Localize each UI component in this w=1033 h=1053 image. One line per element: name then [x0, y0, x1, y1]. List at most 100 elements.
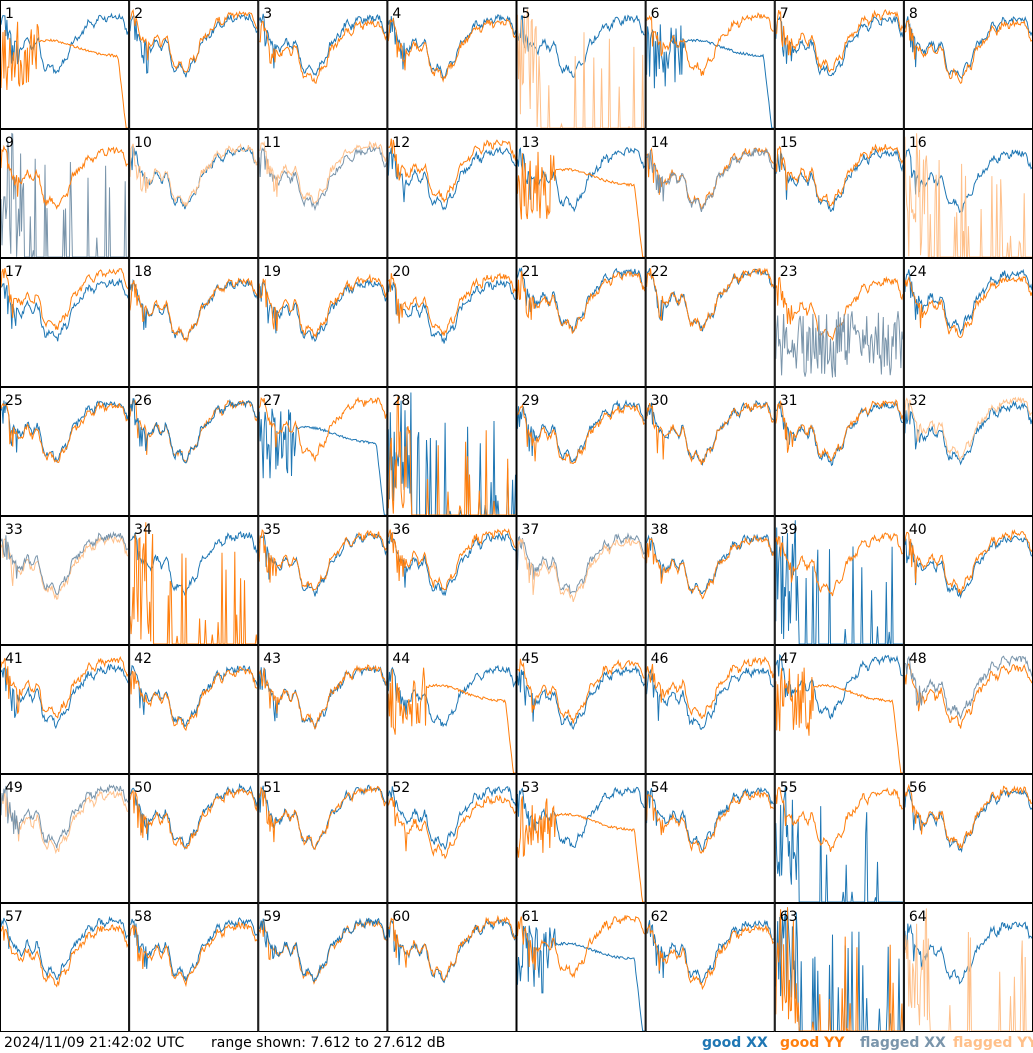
panel-64-label: 64 — [909, 909, 927, 925]
panel-52-label: 52 — [392, 780, 410, 796]
panel-48-label: 48 — [909, 651, 927, 667]
panel-55-xx-line — [775, 785, 903, 902]
panel-42-yy-line — [130, 666, 258, 732]
panel-61-yy-line — [517, 915, 645, 979]
panel-36-label: 36 — [392, 522, 410, 538]
panel-13: 13 — [516, 129, 646, 258]
panel-18-yy-line — [130, 277, 258, 343]
panel-23: 23 — [774, 258, 904, 387]
panel-36-xx-line — [388, 531, 516, 596]
panel-59-frame — [258, 903, 388, 1032]
panel-7-yy-line — [775, 9, 903, 73]
panel-37-label: 37 — [522, 522, 540, 538]
panel-32: 32 — [903, 387, 1033, 516]
panel-17-xx-line — [1, 277, 129, 342]
panel-27-yy-line — [259, 396, 387, 463]
panel-25-label: 25 — [5, 393, 23, 409]
panel-2: 2 — [129, 0, 259, 129]
panel-53-frame — [516, 774, 646, 903]
panel-29-xx-line — [517, 399, 645, 463]
panel-25: 25 — [0, 387, 130, 516]
panel-2-xx-line — [130, 13, 258, 78]
panel-3-frame — [258, 0, 388, 129]
panel-25-yy-line — [1, 401, 129, 463]
panel-18-frame — [129, 258, 259, 387]
panel-6-frame — [645, 0, 775, 129]
panel-36-yy-line — [388, 528, 516, 591]
panel-3-xx-line — [259, 13, 387, 77]
panel-36: 36 — [387, 516, 517, 645]
panel-46-frame — [645, 645, 775, 774]
panel-11-frame — [258, 129, 388, 258]
panel-50-label: 50 — [134, 780, 152, 796]
panel-62-label: 62 — [651, 909, 669, 925]
panel-11-label: 11 — [263, 135, 281, 151]
panel-38-label: 38 — [651, 522, 669, 538]
panel-5-yy-line — [517, 9, 645, 128]
panel-40: 40 — [903, 516, 1033, 645]
panel-57-yy-line — [1, 924, 129, 988]
panel-16-xx-line — [904, 147, 1032, 214]
panel-21-yy-line — [517, 270, 645, 335]
panel-4-frame — [387, 0, 517, 129]
panel-6-label: 6 — [651, 6, 660, 22]
panel-17-label: 17 — [5, 264, 23, 280]
panel-46: 46 — [645, 645, 775, 774]
panel-8-yy-line — [904, 19, 1032, 85]
panel-60-label: 60 — [392, 909, 410, 925]
panel-56-yy-line — [904, 783, 1032, 850]
panel-23-xx-line — [775, 311, 903, 378]
panel-58-frame — [129, 903, 259, 1032]
panel-43-xx-line — [259, 665, 387, 730]
panel-26-label: 26 — [134, 393, 152, 409]
panel-50-yy-line — [130, 788, 258, 850]
panel-41: 41 — [0, 645, 130, 774]
panel-52-yy-line — [388, 794, 516, 860]
panel-5-label: 5 — [522, 6, 531, 22]
panel-6-yy-line — [646, 12, 774, 76]
panel-15-frame — [774, 129, 904, 258]
panel-44-yy-line — [388, 667, 516, 773]
panel-7: 7 — [774, 0, 904, 129]
panel-35-label: 35 — [263, 522, 281, 538]
panel-43-frame — [258, 645, 388, 774]
panel-24-yy-line — [904, 275, 1032, 339]
panel-42: 42 — [129, 645, 259, 774]
panel-30-xx-line — [646, 399, 774, 467]
panel-46-yy-line — [646, 656, 774, 719]
panel-1-yy-line — [1, 21, 129, 128]
panel-51: 51 — [258, 774, 388, 903]
panel-41-yy-line — [1, 656, 129, 719]
panel-9-label: 9 — [5, 135, 14, 151]
panel-53: 53 — [516, 774, 646, 903]
panel-6-xx-line — [646, 24, 774, 128]
panel-32-xx-line — [904, 400, 1032, 466]
panel-50: 50 — [129, 774, 259, 903]
panel-28-yy-line — [388, 395, 516, 515]
panel-54-label: 54 — [651, 780, 669, 796]
panel-19-xx-line — [259, 278, 387, 343]
panel-1: 1 — [0, 0, 130, 129]
panel-28: 28 — [387, 387, 517, 516]
panel-35-yy-line — [259, 528, 387, 592]
panel-15: 15 — [774, 129, 904, 258]
panel-38-xx-line — [646, 533, 774, 595]
panel-58-label: 58 — [134, 909, 152, 925]
panel-30: 30 — [645, 387, 775, 516]
panel-29-label: 29 — [522, 393, 540, 409]
legend-good-xx: good XX — [702, 1035, 768, 1051]
panel-33: 33 — [0, 516, 130, 645]
panel-12-frame — [387, 129, 517, 258]
panel-31-label: 31 — [780, 393, 798, 409]
panel-37-yy-line — [517, 538, 645, 603]
panel-35: 35 — [258, 516, 388, 645]
panel-64: 64 — [903, 903, 1033, 1032]
panel-21-frame — [516, 258, 646, 387]
panel-8-label: 8 — [909, 6, 918, 22]
panel-38: 38 — [645, 516, 775, 645]
panel-59: 59 — [258, 903, 388, 1032]
panel-30-yy-line — [646, 401, 774, 465]
panel-22-label: 22 — [651, 264, 669, 280]
panel-19-yy-line — [259, 273, 387, 339]
panel-19: 19 — [258, 258, 388, 387]
